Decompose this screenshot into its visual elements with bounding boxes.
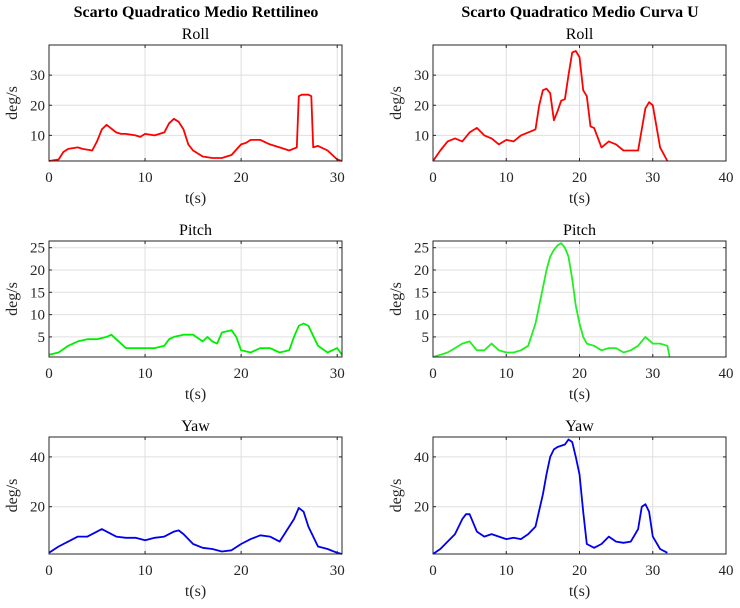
chart-5-x-axis-label: t(s) [569,583,590,600]
chart-2-y-tick-label: 25 [30,241,45,257]
chart-2-series-line-0 [48,322,343,356]
chart-1-x-tick-label: 20 [572,170,587,186]
chart-3-y-tick-label: 15 [414,285,429,301]
chart-5-x-tick-label: 10 [499,563,514,579]
chart-3-x-tick-label: 10 [499,366,514,382]
chart-4-title: Yaw [181,418,210,435]
chart-4-x-tick-label: 30 [330,563,345,579]
chart-1-series-line-0 [432,50,669,162]
chart-0-y-axis-label: deg/s [4,86,21,120]
chart-5-title: Yaw [565,418,594,435]
subplot-grid: 0 10 20 30 10 20 30 Roll t(s) deg/s 0 10 20 30 40 10 20 3… [4,26,734,600]
chart-2-y-tick-label: 5 [38,330,46,346]
chart-5-x-tick-label: 30 [645,563,660,579]
chart-3-y-tick-label: 25 [414,241,429,257]
chart-5-y-tick-label: 20 [414,500,429,516]
chart-5-x-tick-label: 20 [572,563,587,579]
chart-0-series-line-0 [48,93,343,162]
chart-2-x-tick-label: 30 [330,366,345,382]
chart-3-x-tick-label: 30 [645,366,660,382]
chart-3-x-tick-label: 20 [572,366,587,382]
chart-0-title: Roll [182,26,210,43]
chart-4-x-tick-label: 10 [138,563,153,579]
chart-0-x-axis-label: t(s) [185,190,206,207]
right-column-title: Scarto Quadratico Medio Curva U [461,4,699,21]
chart-1-y-tick-label: 10 [414,128,429,144]
chart-1-panel: 0 10 20 30 40 10 20 30 Roll t(s) deg/s [388,26,734,207]
chart-3-y-tick-label: 10 [414,308,429,324]
chart-3-series-line-0 [432,242,671,358]
chart-2-title: Pitch [179,222,212,239]
chart-4-y-axis-label: deg/s [4,479,21,513]
chart-4-series-line-0 [48,506,343,555]
chart-5-x-tick-label: 0 [429,563,437,579]
chart-5-y-axis-label: deg/s [388,479,405,513]
chart-4-x-tick-label: 0 [45,563,53,579]
chart-0-y-tick-label: 10 [30,128,45,144]
chart-1-x-axis-label: t(s) [569,190,590,207]
chart-0-y-tick-label: 20 [30,98,45,114]
chart-2-x-tick-label: 10 [138,366,153,382]
chart-5-y-tick-label: 40 [414,450,429,466]
chart-1-y-axis-label: deg/s [388,86,405,120]
chart-0-frame [48,44,343,162]
chart-5-x-tick-label: 40 [719,563,734,579]
chart-4-x-tick-label: 20 [234,563,249,579]
chart-4-plot-area [48,436,343,555]
chart-3-x-axis-label: t(s) [569,386,590,403]
chart-1-x-tick-label: 0 [429,170,437,186]
chart-4-x-axis-label: t(s) [185,583,206,600]
chart-2-y-tick-label: 15 [30,285,45,301]
chart-3-y-axis-label: deg/s [388,282,405,316]
chart-1-x-tick-label: 10 [499,170,514,186]
chart-2-frame [48,240,343,358]
chart-4-y-tick-label: 20 [30,500,45,516]
chart-3-x-tick-label: 40 [719,366,734,382]
chart-3-y-tick-label: 20 [414,263,429,279]
left-column-title: Scarto Quadratico Medio Rettilineo [74,4,319,21]
chart-2-y-axis-label: deg/s [4,282,21,316]
chart-4-panel: 0 10 20 30 20 40 Yaw t(s) deg/s [4,418,345,600]
chart-1-x-tick-label: 40 [719,170,734,186]
chart-0-x-tick-label: 20 [234,170,249,186]
chart-4-frame [48,436,343,555]
chart-3-y-tick-label: 5 [422,330,430,346]
chart-0-x-tick-label: 10 [138,170,153,186]
chart-0-panel: 0 10 20 30 10 20 30 Roll t(s) deg/s [4,26,345,207]
chart-3-panel: 0 10 20 30 40 5 10 15 20 25 Pitch t(s) deg/s [388,222,734,403]
chart-1-y-tick-label: 30 [414,68,429,84]
chart-5-panel: 0 10 20 30 40 20 40 Yaw t(s) deg/s [388,418,734,600]
chart-0-x-tick-label: 0 [45,170,53,186]
chart-1-x-tick-label: 30 [645,170,660,186]
chart-0-x-tick-label: 30 [330,170,345,186]
chart-3-title: Pitch [563,222,596,239]
chart-2-x-tick-label: 0 [45,366,53,382]
chart-0-y-tick-label: 30 [30,68,45,84]
chart-2-y-tick-label: 20 [30,263,45,279]
chart-5-series-line-0 [432,438,668,555]
chart-2-y-tick-label: 10 [30,308,45,324]
chart-3-x-tick-label: 0 [429,366,437,382]
chart-2-x-axis-label: t(s) [185,386,206,403]
chart-2-x-tick-label: 20 [234,366,249,382]
chart-2-panel: 0 10 20 30 5 10 15 20 25 Pitch t(s) deg/s [4,222,345,403]
chart-1-title: Roll [566,26,594,43]
chart-1-y-tick-label: 20 [414,98,429,114]
chart-4-y-tick-label: 40 [30,450,45,466]
